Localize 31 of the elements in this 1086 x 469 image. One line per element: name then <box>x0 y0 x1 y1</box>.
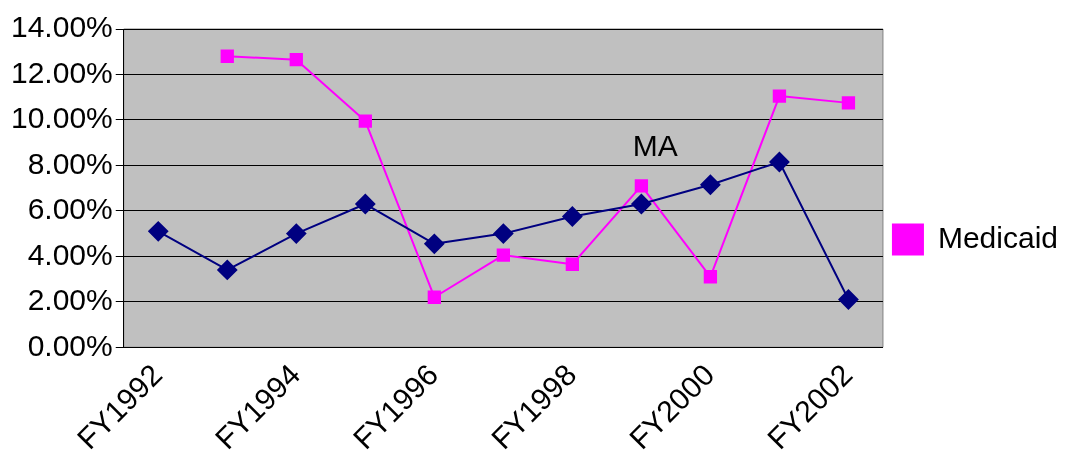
y-tick-label: 8.00% <box>27 146 113 180</box>
point <box>217 259 238 280</box>
point <box>562 206 583 227</box>
y-tick-label: 0.00% <box>27 328 113 362</box>
point <box>355 194 376 215</box>
point <box>565 257 580 271</box>
point <box>769 151 790 172</box>
y-tick-label: 12.00% <box>11 55 113 89</box>
y-tick-label: 6.00% <box>27 192 113 226</box>
point <box>358 114 372 128</box>
point <box>838 289 859 310</box>
point <box>634 179 649 193</box>
point <box>148 221 169 242</box>
point <box>496 248 510 262</box>
point <box>220 49 234 63</box>
point <box>700 174 721 195</box>
point <box>289 53 303 67</box>
legend-label: Medicaid <box>937 220 1058 254</box>
y-tick-label: 2.00% <box>27 283 113 317</box>
annotation: MA <box>632 129 678 163</box>
point <box>841 96 856 110</box>
point <box>427 290 441 304</box>
point <box>493 223 514 244</box>
point <box>772 89 787 103</box>
y-tick-label: 4.00% <box>27 237 113 271</box>
y-tick-label: 10.00% <box>11 101 113 135</box>
point <box>703 270 718 284</box>
point <box>424 233 445 254</box>
y-tick-label: 14.00% <box>11 10 113 44</box>
point <box>286 223 307 244</box>
point <box>631 194 652 215</box>
